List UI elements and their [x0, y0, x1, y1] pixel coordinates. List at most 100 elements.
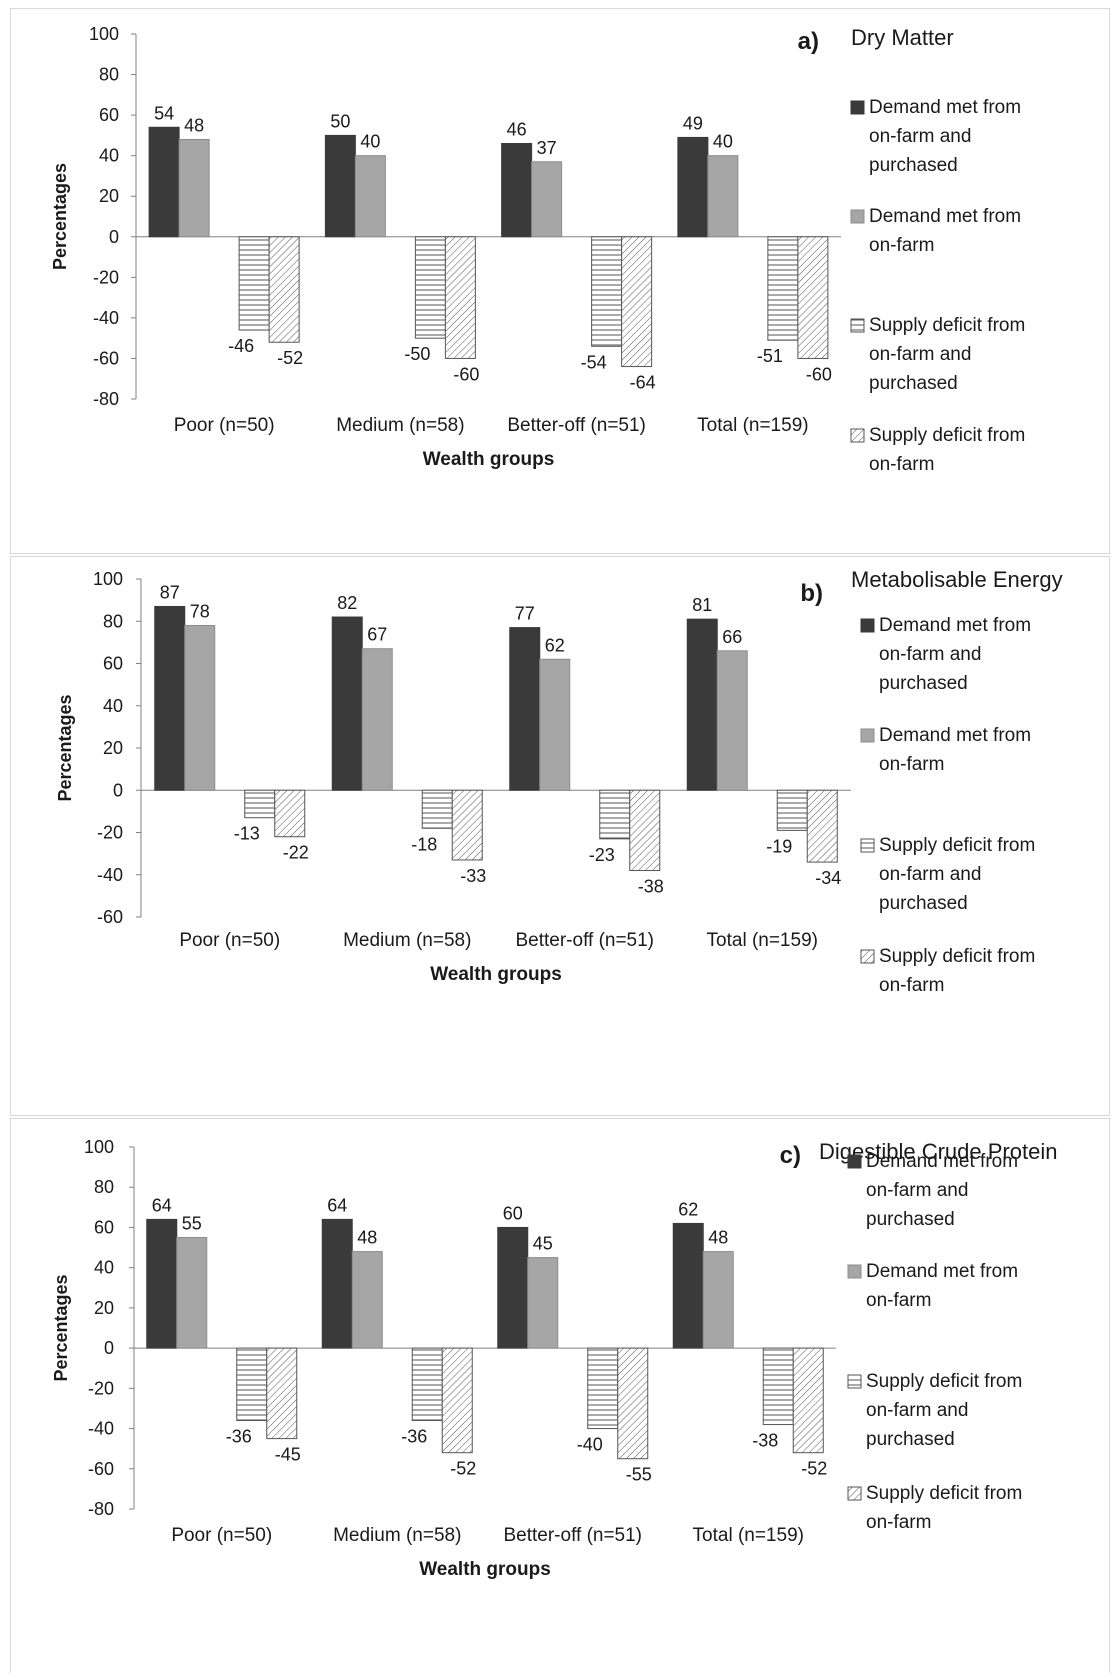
data-label-medium-demand-met-total: 82 [337, 593, 357, 613]
legend-label-deficit-total: on-farm and [866, 1400, 968, 1421]
x-axis-title: Wealth groups [419, 1559, 551, 1580]
bar-total-demand-met-onfarm [707, 155, 739, 238]
x-tick-label-poor: Poor (n=50) [171, 1525, 272, 1546]
legend-swatch-demand-met-total [850, 100, 865, 115]
data-label-poor-deficit-onfarm: -22 [283, 843, 309, 863]
legend-label-deficit-total: purchased [879, 893, 968, 914]
bar-medium-demand-met-onfarm [361, 648, 393, 791]
data-label-medium-deficit-onfarm: -60 [453, 364, 479, 384]
x-axis-title: Wealth groups [430, 964, 562, 985]
data-label-total-demand-met-onfarm: 40 [713, 132, 733, 152]
y-tick-label: -20 [88, 1378, 114, 1398]
bar-medium-deficit-onfarm [444, 236, 476, 359]
data-label-total-deficit-total: -51 [757, 346, 783, 366]
data-label-medium-deficit-total: -36 [401, 1427, 427, 1447]
y-tick-label: -40 [97, 865, 123, 885]
y-tick-label: 60 [99, 105, 119, 125]
bar-poor-deficit-total [244, 789, 276, 819]
x-tick-label-better-off: Better-off (n=51) [507, 415, 646, 436]
bar-better-off-deficit-total [591, 236, 623, 347]
legend-label-deficit-total: on-farm and [879, 864, 981, 885]
data-label-better-off-demand-met-onfarm: 45 [533, 1234, 553, 1254]
panel-letter: c) [780, 1142, 801, 1169]
legend-label-demand-met-total: purchased [866, 1209, 955, 1230]
bar-poor-demand-met-onfarm [176, 1237, 208, 1349]
bar-better-off-deficit-total [587, 1347, 619, 1430]
legend-label-deficit-onfarm: Supply deficit from [869, 425, 1025, 446]
y-tick-label: 60 [103, 654, 123, 674]
bar-better-off-demand-met-onfarm [531, 161, 563, 238]
bar-total-deficit-onfarm [806, 789, 838, 863]
data-label-total-deficit-total: -38 [752, 1431, 778, 1451]
x-tick-label-medium: Medium (n=58) [336, 415, 464, 436]
data-label-total-deficit-onfarm: -52 [801, 1459, 827, 1479]
y-tick-label: 40 [94, 1258, 114, 1278]
legend-label-demand-met-total: Demand met from [879, 615, 1031, 636]
data-label-medium-deficit-total: -50 [404, 344, 430, 364]
y-tick-label: 40 [99, 146, 119, 166]
bar-medium-deficit-total [414, 236, 446, 339]
legend-label-deficit-total: on-farm and [869, 344, 971, 365]
bar-better-off-deficit-total [599, 789, 631, 840]
data-label-better-off-deficit-onfarm: -64 [630, 373, 656, 393]
y-tick-label: 80 [99, 65, 119, 85]
bar-medium-demand-met-total [321, 1218, 353, 1349]
digestible-crude-protein-chart: 100 80 60 40 20 0 -20 -40 -60 -80 Percentages 64 55 -… [51, 1137, 1057, 1580]
legend-swatch-deficit-total [850, 318, 865, 333]
legend-label-demand-met-onfarm: on-farm [866, 1290, 931, 1311]
bar-medium-demand-met-total [331, 616, 363, 791]
bar-better-off-deficit-onfarm [617, 1347, 649, 1460]
legend-label-demand-met-total: on-farm and [869, 126, 971, 147]
data-label-better-off-deficit-onfarm: -38 [638, 877, 664, 897]
y-tick-label: 20 [99, 186, 119, 206]
metabolisable-energy-chart-panel: 100 80 60 40 20 0 -20 -40 -60 Percentages 87 78 -13 -… [10, 556, 1110, 1116]
legend-label-demand-met-total: on-farm and [866, 1180, 968, 1201]
bar-medium-deficit-onfarm [451, 789, 483, 861]
bar-medium-deficit-total [411, 1347, 443, 1422]
data-label-better-off-demand-met-total: 60 [503, 1203, 523, 1223]
data-label-poor-demand-met-onfarm: 48 [184, 115, 204, 135]
y-tick-label: -60 [97, 907, 123, 927]
legend-label-deficit-onfarm: Supply deficit from [866, 1483, 1022, 1504]
x-tick-label-poor: Poor (n=50) [179, 930, 280, 951]
bar-total-deficit-total [767, 236, 799, 341]
bar-poor-deficit-onfarm [266, 1347, 298, 1440]
x-tick-label-medium: Medium (n=58) [333, 1525, 461, 1546]
legend-swatch-deficit-onfarm [850, 428, 865, 443]
chart-title: Metabolisable Energy [851, 567, 1063, 592]
data-label-total-demand-met-total: 62 [678, 1199, 698, 1219]
data-label-better-off-demand-met-total: 46 [507, 120, 527, 140]
x-tick-label-total: Total (n=159) [697, 415, 808, 436]
legend-label-demand-met-total: purchased [869, 155, 958, 176]
data-label-poor-demand-met-onfarm: 78 [190, 601, 210, 621]
legend-swatch-deficit-total [847, 1374, 862, 1389]
y-tick-label: 0 [109, 227, 119, 247]
y-axis-title: Percentages [51, 1274, 71, 1381]
dry-matter-chart: 100 80 60 40 20 0 -20 -40 -60 -80 Percentages 54 48 -… [50, 24, 1025, 475]
data-label-total-deficit-total: -19 [766, 836, 792, 856]
data-label-poor-deficit-total: -46 [228, 336, 254, 356]
y-tick-label: 60 [94, 1217, 114, 1237]
bar-total-demand-met-onfarm [702, 1251, 734, 1349]
data-label-better-off-demand-met-onfarm: 37 [537, 138, 557, 158]
legend-swatch-demand-met-total [860, 618, 875, 633]
data-label-total-deficit-onfarm: -60 [806, 364, 832, 384]
data-label-poor-deficit-total: -36 [226, 1427, 252, 1447]
data-label-poor-demand-met-total: 87 [160, 582, 180, 602]
data-label-medium-demand-met-onfarm: 67 [367, 625, 387, 645]
y-tick-label: -60 [88, 1459, 114, 1479]
data-label-medium-deficit-total: -18 [411, 834, 437, 854]
bar-total-deficit-total [762, 1347, 794, 1426]
legend-label-demand-met-total: purchased [879, 673, 968, 694]
bar-total-deficit-total [776, 789, 808, 831]
y-tick-label: 100 [89, 24, 119, 44]
metabolisable-energy-chart: 100 80 60 40 20 0 -20 -40 -60 Percentages 87 78 -13 -… [55, 567, 1063, 996]
legend-swatch-deficit-total [860, 838, 875, 853]
data-label-poor-demand-met-total: 54 [154, 103, 174, 123]
y-tick-label: 100 [93, 569, 123, 589]
legend-label-demand-met-total: Demand met from [869, 97, 1021, 118]
y-tick-label: -60 [93, 348, 119, 368]
bar-better-off-demand-met-total [497, 1226, 529, 1349]
y-axis-title: Percentages [55, 694, 75, 801]
data-label-medium-demand-met-total: 50 [330, 111, 350, 131]
